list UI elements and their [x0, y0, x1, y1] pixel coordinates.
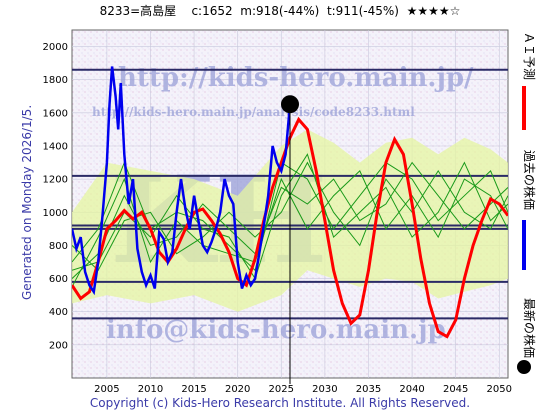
max-stat: m:918(-44%): [240, 4, 320, 18]
x-tick-label: 2035: [356, 384, 381, 395]
green-trace: [72, 161, 508, 279]
legend-ai-forecast-label: ＡＩ予測: [522, 32, 536, 81]
legend-latest-price-dot: [517, 360, 531, 374]
y-axis-ticks: 200 400 600 800 1000 1200 1400 1600 1800 2000: [43, 42, 68, 351]
y-tick-label: 200: [49, 340, 68, 351]
past-price-line: [72, 66, 292, 296]
x-tick-label: 2050: [487, 384, 512, 395]
green-trace: [72, 161, 508, 272]
watermark-url-main: http://kids-hero.main.jp/: [118, 63, 474, 93]
x-tick-label: 2040: [399, 384, 424, 395]
x-tick-label: 2010: [138, 384, 163, 395]
green-traces: [72, 153, 508, 288]
legend-past-price-swatch: [522, 220, 526, 270]
y-tick-label: 800: [49, 241, 68, 252]
legend-past-price: 過去の株価: [516, 146, 538, 286]
latest-price-dot: [281, 95, 299, 114]
y-tick-label: 1800: [43, 75, 68, 86]
x-tick-label: 2030: [312, 384, 337, 395]
y-tick-label: 1000: [43, 208, 68, 219]
watermark-url-analysis: http://kids-hero.main.jp/analysis/code82…: [92, 105, 415, 119]
y-tick-label: 1600: [43, 108, 68, 119]
green-trace: [72, 170, 508, 288]
y-tick-label: 1200: [43, 175, 68, 186]
legend-ai-forecast: ＡＩ予測: [516, 28, 538, 138]
x-tick-label: 2005: [94, 384, 119, 395]
y-tick-label: 400: [49, 307, 68, 318]
legend-past-price-label: 過去の株価: [522, 150, 536, 211]
x-axis-ticks: 2005 2010 2015 2020 2025 2030 2035 2040 2045 2050: [94, 384, 512, 395]
stock-code-name: 8233=高島屋: [99, 4, 177, 18]
x-tick-label: 2025: [269, 384, 294, 395]
chart-header: 8233=高島屋 c:1652 m:918(-44%) t:911(-45%) …: [0, 2, 560, 19]
legend-ai-forecast-swatch: [522, 86, 526, 130]
target-stat: t:911(-45%): [326, 4, 399, 18]
star-rating: ★★★★☆: [406, 4, 461, 18]
y-tick-label: 1400: [43, 142, 68, 153]
watermark-email: info@kids-hero.main.jp: [106, 315, 446, 345]
legend: ＡＩ予測 過去の株価 最新の株価: [516, 28, 538, 378]
x-tick-label: 2020: [225, 384, 250, 395]
generated-date-label: Generated on Monday 2026/1/5.: [20, 104, 34, 300]
copyright-footer: Copyright (c) Kids-Hero Research Institu…: [89, 396, 471, 410]
current-price: c:1652: [191, 4, 233, 18]
x-tick-label: 2045: [443, 384, 468, 395]
y-tick-label: 600: [49, 274, 68, 285]
x-tick-label: 2015: [181, 384, 206, 395]
green-trace: [72, 153, 508, 280]
legend-latest-price-label: 最新の株価: [522, 298, 536, 359]
y-tick-label: 2000: [43, 42, 68, 53]
legend-latest-price: 最新の株価: [516, 296, 538, 378]
latest-price-marker: [281, 95, 299, 114]
